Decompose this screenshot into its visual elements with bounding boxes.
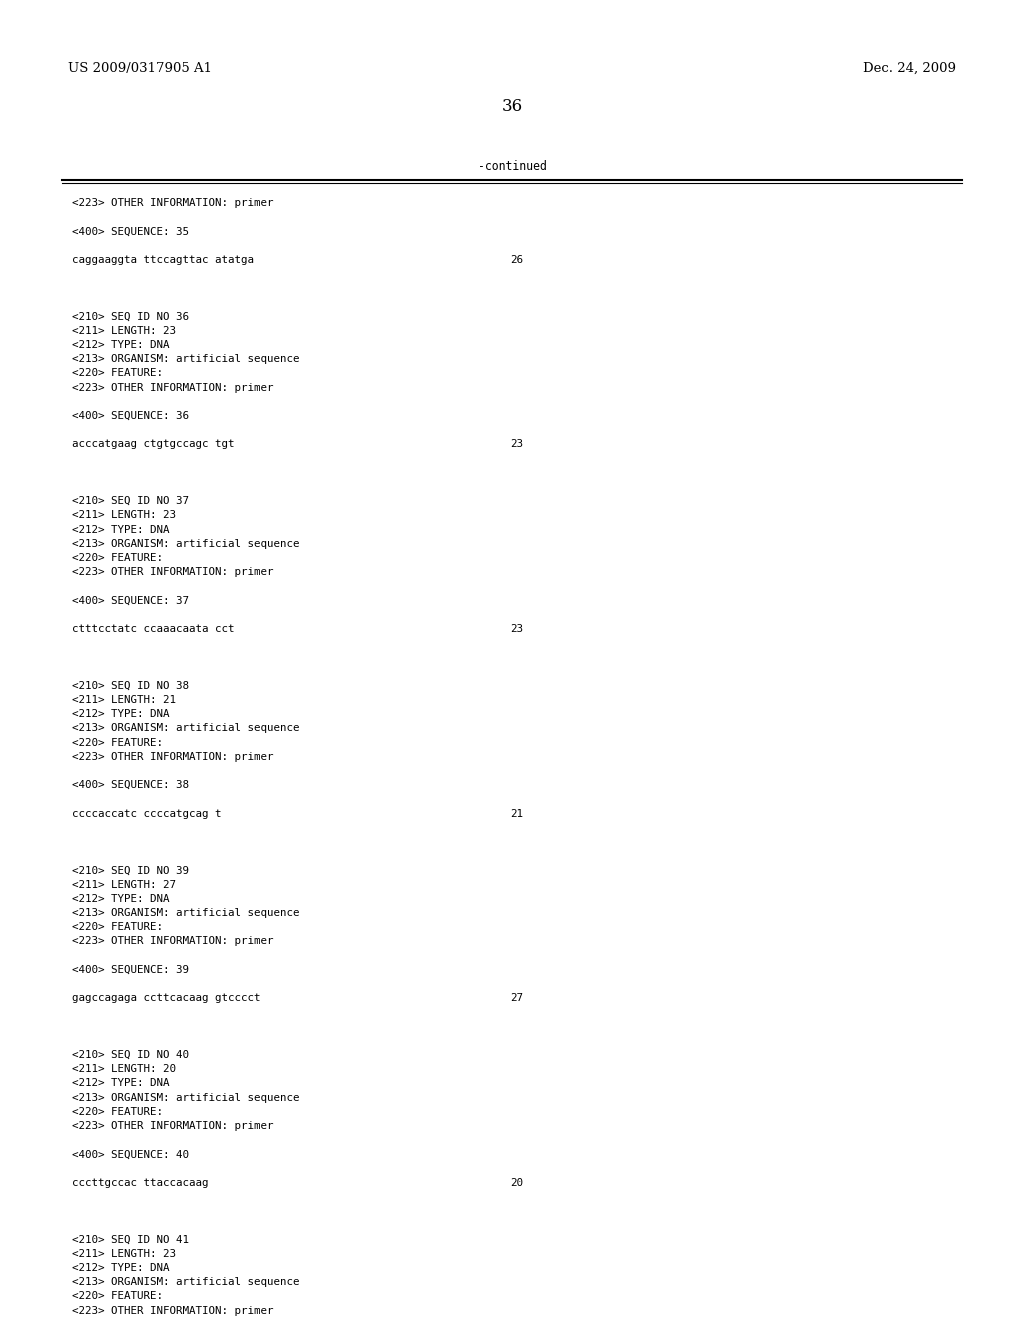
Text: <223> OTHER INFORMATION: primer: <223> OTHER INFORMATION: primer [72,936,273,946]
Text: <211> LENGTH: 21: <211> LENGTH: 21 [72,696,176,705]
Text: <211> LENGTH: 27: <211> LENGTH: 27 [72,879,176,890]
Text: ctttcctatc ccaaacaata cct: ctttcctatc ccaaacaata cct [72,624,234,634]
Text: <210> SEQ ID NO 39: <210> SEQ ID NO 39 [72,866,189,875]
Text: <213> ORGANISM: artificial sequence: <213> ORGANISM: artificial sequence [72,354,299,364]
Text: <213> ORGANISM: artificial sequence: <213> ORGANISM: artificial sequence [72,908,299,917]
Text: acccatgaag ctgtgccagc tgt: acccatgaag ctgtgccagc tgt [72,440,234,449]
Text: 36: 36 [502,98,522,115]
Text: <212> TYPE: DNA: <212> TYPE: DNA [72,524,170,535]
Text: <212> TYPE: DNA: <212> TYPE: DNA [72,709,170,719]
Text: 23: 23 [510,624,523,634]
Text: <211> LENGTH: 23: <211> LENGTH: 23 [72,511,176,520]
Text: ccccaccatc ccccatgcag t: ccccaccatc ccccatgcag t [72,809,221,818]
Text: <213> ORGANISM: artificial sequence: <213> ORGANISM: artificial sequence [72,1093,299,1102]
Text: <223> OTHER INFORMATION: primer: <223> OTHER INFORMATION: primer [72,752,273,762]
Text: <223> OTHER INFORMATION: primer: <223> OTHER INFORMATION: primer [72,1121,273,1131]
Text: <223> OTHER INFORMATION: primer: <223> OTHER INFORMATION: primer [72,383,273,392]
Text: <220> FEATURE:: <220> FEATURE: [72,1291,163,1302]
Text: 23: 23 [510,440,523,449]
Text: 20: 20 [510,1177,523,1188]
Text: 27: 27 [510,993,523,1003]
Text: <213> ORGANISM: artificial sequence: <213> ORGANISM: artificial sequence [72,723,299,734]
Text: <400> SEQUENCE: 40: <400> SEQUENCE: 40 [72,1150,189,1159]
Text: <211> LENGTH: 20: <211> LENGTH: 20 [72,1064,176,1074]
Text: <400> SEQUENCE: 37: <400> SEQUENCE: 37 [72,595,189,606]
Text: <400> SEQUENCE: 38: <400> SEQUENCE: 38 [72,780,189,791]
Text: <211> LENGTH: 23: <211> LENGTH: 23 [72,326,176,335]
Text: cccttgccac ttaccacaag: cccttgccac ttaccacaag [72,1177,209,1188]
Text: <212> TYPE: DNA: <212> TYPE: DNA [72,341,170,350]
Text: <210> SEQ ID NO 41: <210> SEQ ID NO 41 [72,1234,189,1245]
Text: <400> SEQUENCE: 35: <400> SEQUENCE: 35 [72,227,189,236]
Text: <223> OTHER INFORMATION: primer: <223> OTHER INFORMATION: primer [72,1305,273,1316]
Text: <220> FEATURE:: <220> FEATURE: [72,553,163,564]
Text: <223> OTHER INFORMATION: primer: <223> OTHER INFORMATION: primer [72,198,273,209]
Text: <212> TYPE: DNA: <212> TYPE: DNA [72,1263,170,1272]
Text: caggaaggta ttccagttac atatga: caggaaggta ttccagttac atatga [72,255,254,265]
Text: <220> FEATURE:: <220> FEATURE: [72,368,163,379]
Text: <212> TYPE: DNA: <212> TYPE: DNA [72,894,170,904]
Text: 21: 21 [510,809,523,818]
Text: -continued: -continued [477,160,547,173]
Text: <210> SEQ ID NO 38: <210> SEQ ID NO 38 [72,681,189,690]
Text: <400> SEQUENCE: 39: <400> SEQUENCE: 39 [72,965,189,974]
Text: gagccagaga ccttcacaag gtcccct: gagccagaga ccttcacaag gtcccct [72,993,260,1003]
Text: <220> FEATURE:: <220> FEATURE: [72,923,163,932]
Text: <212> TYPE: DNA: <212> TYPE: DNA [72,1078,170,1089]
Text: <220> FEATURE:: <220> FEATURE: [72,738,163,747]
Text: Dec. 24, 2009: Dec. 24, 2009 [863,62,956,75]
Text: <210> SEQ ID NO 37: <210> SEQ ID NO 37 [72,496,189,506]
Text: 26: 26 [510,255,523,265]
Text: <223> OTHER INFORMATION: primer: <223> OTHER INFORMATION: primer [72,568,273,577]
Text: <220> FEATURE:: <220> FEATURE: [72,1106,163,1117]
Text: <213> ORGANISM: artificial sequence: <213> ORGANISM: artificial sequence [72,1278,299,1287]
Text: <213> ORGANISM: artificial sequence: <213> ORGANISM: artificial sequence [72,539,299,549]
Text: <400> SEQUENCE: 36: <400> SEQUENCE: 36 [72,411,189,421]
Text: <210> SEQ ID NO 40: <210> SEQ ID NO 40 [72,1049,189,1060]
Text: <210> SEQ ID NO 36: <210> SEQ ID NO 36 [72,312,189,322]
Text: <211> LENGTH: 23: <211> LENGTH: 23 [72,1249,176,1259]
Text: US 2009/0317905 A1: US 2009/0317905 A1 [68,62,212,75]
